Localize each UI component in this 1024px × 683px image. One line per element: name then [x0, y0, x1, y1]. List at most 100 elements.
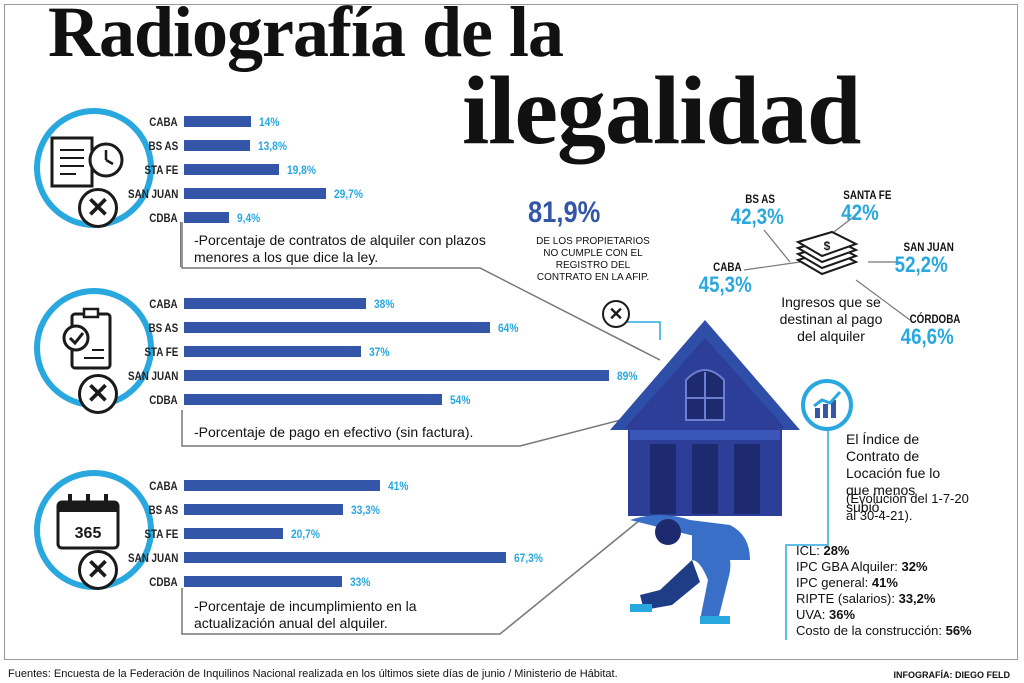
calendar-365-icon: 365 — [56, 494, 120, 550]
index-ipc-general: IPC general: 41% — [796, 575, 898, 590]
bar-row: CDBA 33% — [150, 572, 371, 594]
index-ipc-gba: IPC GBA Alquiler: 32% — [796, 559, 928, 574]
bar-category-label: BS AS — [148, 321, 178, 335]
bar-category-label: BS AS — [148, 503, 178, 517]
income-label-cordoba: CÓRDOBA — [909, 312, 961, 326]
bar — [184, 322, 490, 333]
bar-category-label: CABA — [149, 479, 178, 493]
bar-row: CABA 38% — [150, 294, 394, 316]
caption-chart-1: -Porcentaje de contratos de alquiler con… — [194, 232, 486, 265]
x-circle-icon: ✕ — [78, 550, 118, 590]
index-ripte: RIPTE (salarios): 33,2% — [796, 591, 936, 606]
index-icl: ICL: 28% — [796, 543, 850, 558]
bar — [184, 576, 342, 587]
bar-value-label: 38% — [373, 297, 395, 311]
bar-category-label: SAN JUAN — [127, 369, 178, 383]
bar-value-label: 33% — [349, 575, 371, 589]
bar-category-label: STA FE — [144, 163, 178, 177]
infographic-frame — [4, 4, 1018, 660]
bar-value-label: 13,8% — [257, 139, 287, 153]
income-value-caba: 45,3% — [698, 272, 752, 297]
income-value-sanjuan: 52,2% — [894, 252, 948, 277]
bar — [184, 164, 279, 175]
bar-row: SAN JUAN 29,7% — [128, 184, 363, 206]
svg-text:$: $ — [824, 239, 831, 253]
bar-value-label: 29,7% — [333, 187, 363, 201]
income-label-santafe: SANTA FE — [843, 188, 892, 202]
title-line-2: ilegalidad — [462, 57, 861, 165]
x-circle-icon: ✕ — [78, 188, 118, 228]
x-circle-icon: ✕ — [78, 374, 118, 414]
bar-row: CABA 14% — [150, 112, 280, 134]
income-value-bsas: 42,3% — [730, 204, 784, 229]
bar-category-label: CDBA — [149, 393, 178, 407]
svg-text:365: 365 — [75, 525, 102, 542]
bar-value-label: 89% — [617, 369, 638, 383]
bar-value-label: 41% — [387, 479, 409, 493]
bar-value-label: 37% — [368, 345, 390, 359]
credit: INFOGRAFÍA: DIEGO FELD — [893, 670, 1011, 680]
bar — [184, 552, 506, 563]
bar-row: STA FE 37% — [144, 342, 389, 364]
icl-period: (Evolución del 1-7-20 al 30-4-21). — [846, 491, 969, 523]
bar-value-label: 20,7% — [290, 527, 320, 541]
income-caption: Ingresos que se destinan al pago del alq… — [779, 294, 883, 344]
bar-category-label: CDBA — [149, 211, 178, 225]
bar-row: BS AS 64% — [148, 318, 518, 340]
income-label-caba: CABA — [713, 260, 742, 274]
bar-category-label: CDBA — [149, 575, 178, 589]
checklist-icon — [62, 307, 112, 370]
bar — [184, 394, 443, 405]
bar-category-label: STA FE — [144, 527, 178, 541]
bar-category-label: STA FE — [144, 345, 178, 359]
money-stack-icon: $ — [795, 230, 859, 276]
bar-category-label: SAN JUAN — [127, 187, 178, 201]
bar-category-label: BS AS — [148, 139, 178, 153]
registry-note: DE LOS PROPIETARIOS NO CUMPLE CON EL REG… — [536, 236, 650, 283]
chart-up-icon — [801, 379, 853, 431]
bar-value-label: 64% — [497, 321, 519, 335]
registry-percent: 81,9% — [528, 196, 601, 229]
bar-row: STA FE 20,7% — [144, 524, 320, 546]
bar — [184, 370, 610, 381]
bar-category-label: CABA — [149, 297, 178, 311]
income-value-cordoba: 46,6% — [900, 324, 954, 349]
bar — [184, 140, 250, 151]
indices-list: ICL: 28% IPC GBA Alquiler: 32% IPC gener… — [796, 543, 972, 639]
bar — [184, 504, 344, 515]
icl-text: El Índice de Contrato de Locación fue lo… — [846, 431, 941, 515]
bar — [184, 212, 229, 223]
bar — [184, 528, 283, 539]
bar-row: CDBA 54% — [150, 390, 471, 412]
bar — [184, 188, 326, 199]
bar-category-label: CABA — [149, 115, 178, 129]
bar-row: CDBA 9,4% — [150, 208, 261, 230]
x-circle-icon: ✕ — [602, 300, 630, 328]
income-label-sanjuan: SAN JUAN — [903, 240, 954, 254]
bar-value-label: 19,8% — [286, 163, 316, 177]
bar-category-label: SAN JUAN — [127, 551, 178, 565]
bar-row: SAN JUAN 67,3% — [128, 548, 543, 570]
bar — [184, 116, 251, 127]
bar-value-label: 54% — [450, 393, 471, 407]
bar-value-label: 33,3% — [351, 503, 381, 517]
income-value-santafe: 42% — [841, 200, 879, 225]
bar-value-label: 14% — [258, 115, 280, 129]
bar — [184, 346, 361, 357]
bar-value-label: 9,4% — [236, 211, 261, 225]
contract-clock-icon — [50, 136, 124, 188]
income-label-bsas: BS AS — [745, 192, 775, 206]
bar — [184, 298, 366, 309]
bar-value-label: 67,3% — [513, 551, 543, 565]
bar-row: SAN JUAN 89% — [128, 366, 638, 388]
index-uva: UVA: 36% — [796, 607, 856, 622]
bar-row: BS AS 13,8% — [148, 136, 287, 158]
sources-footer: Fuentes: Encuesta de la Federación de In… — [8, 668, 618, 680]
bar — [184, 480, 380, 491]
bar-row: CABA 41% — [150, 476, 409, 498]
bar-row: BS AS 33,3% — [148, 500, 380, 522]
caption-chart-2: -Porcentaje de pago en efectivo (sin fac… — [194, 424, 474, 440]
caption-bracket — [180, 222, 181, 267]
house-person-illustration — [610, 320, 800, 624]
